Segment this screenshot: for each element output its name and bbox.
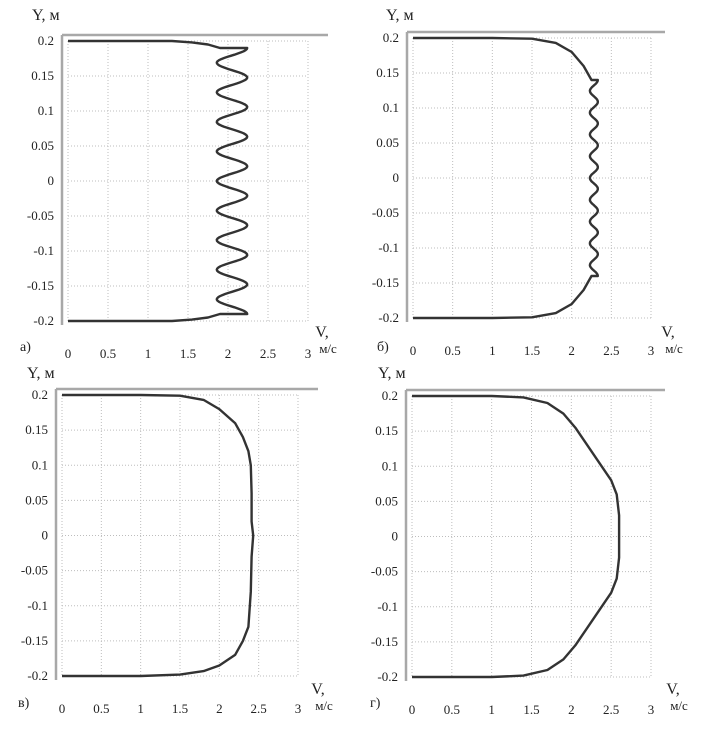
y-axis-label: Y, м <box>386 7 414 24</box>
x-tick-label: 3 <box>305 346 312 361</box>
velocity-profile-line <box>412 394 621 679</box>
x-tick-label: 2 <box>568 702 575 717</box>
y-tick-label: 0.05 <box>25 492 48 507</box>
y-tick-label: 0.2 <box>383 30 399 45</box>
y-tick-label: 0.15 <box>375 423 398 438</box>
x-tick-label: 1.5 <box>172 701 188 716</box>
x-axis-label: V, <box>311 681 325 698</box>
y-tick-label: -0.2 <box>377 669 398 684</box>
x-tick-label: 3 <box>648 343 655 358</box>
y-tick-label: 0.2 <box>32 387 48 402</box>
y-tick-label: 0 <box>48 173 55 188</box>
y-tick-label: -0.15 <box>372 275 399 290</box>
x-tick-label: 1 <box>145 346 152 361</box>
y-axis-label: Y, м <box>32 7 60 24</box>
chart-panel: 0.2 0.15 0.1 0.05 0 -0.05 -0.1 -0.15 -0.2 0 0.5 1 1.… <box>372 7 683 358</box>
chart-panel: 0.2 0.15 0.1 0.05 0 -0.05 -0.1 -0.15 -0.2 0 0.5 1 1.… <box>370 365 688 717</box>
y-tick-label: 0.05 <box>376 135 399 150</box>
y-tick-label: 0.1 <box>38 103 54 118</box>
x-tick-label: 1 <box>488 702 495 717</box>
panel-label: в) <box>18 696 30 711</box>
y-tick-label: 0 <box>393 170 400 185</box>
x-tick-label: 2 <box>568 343 575 358</box>
x-tick-label: 1.5 <box>524 343 540 358</box>
x-axis-unit: м/с <box>665 341 683 356</box>
x-tick-label: 2.5 <box>260 346 276 361</box>
x-tick-label: 1.5 <box>523 702 539 717</box>
x-tick-label: 0 <box>59 701 66 716</box>
panel-label: б) <box>377 340 389 355</box>
x-axis-label: V, <box>666 681 680 698</box>
x-axis-unit: м/с <box>315 698 333 713</box>
y-tick-label: -0.05 <box>27 208 54 223</box>
velocity-profile-line <box>413 36 599 320</box>
y-tick-label: 0.1 <box>32 457 48 472</box>
y-tick-label: -0.2 <box>27 668 48 683</box>
x-tick-label: 1.5 <box>180 346 196 361</box>
x-axis-label: V, <box>315 324 329 341</box>
y-tick-label: -0.15 <box>27 278 54 293</box>
x-tick-label: 0.5 <box>445 343 461 358</box>
y-tick-label: -0.05 <box>372 205 399 220</box>
y-tick-label: -0.05 <box>371 564 398 579</box>
x-tick-label: 0.5 <box>100 346 116 361</box>
y-tick-label: 0.2 <box>382 388 398 403</box>
chart-panel: 0.2 0.15 0.1 0.05 0 -0.05 -0.1 -0.15 -0.2 0 0.5 1 1.… <box>20 7 337 361</box>
velocity-profile-line <box>62 393 255 678</box>
x-tick-label: 1 <box>489 343 496 358</box>
x-tick-label: 0 <box>410 343 417 358</box>
y-tick-label: -0.1 <box>377 599 398 614</box>
y-tick-label: -0.15 <box>371 634 398 649</box>
x-tick-label: 2.5 <box>251 701 267 716</box>
y-axis-label: Y, м <box>27 365 55 382</box>
y-tick-label: -0.2 <box>378 310 399 325</box>
x-axis-label: V, <box>661 324 675 341</box>
y-tick-label: 0.1 <box>383 100 399 115</box>
y-axis-label: Y, м <box>378 365 406 382</box>
x-tick-label: 2 <box>216 701 223 716</box>
chart-panel: 0.2 0.15 0.1 0.05 0 -0.05 -0.1 -0.15 -0.2 0 0.5 1 1.… <box>18 365 333 716</box>
y-tick-label: -0.05 <box>21 563 48 578</box>
x-tick-label: 0 <box>65 346 72 361</box>
x-tick-label: 0 <box>409 702 416 717</box>
y-tick-label: -0.2 <box>33 313 54 328</box>
panel-label: г) <box>370 696 381 711</box>
x-axis-unit: м/с <box>319 341 337 356</box>
y-tick-label: 0.15 <box>25 422 48 437</box>
y-tick-label: -0.1 <box>378 240 399 255</box>
x-tick-label: 3 <box>648 702 655 717</box>
y-tick-label: 0.15 <box>376 65 399 80</box>
y-tick-label: 0.05 <box>31 138 54 153</box>
y-tick-label: -0.15 <box>21 633 48 648</box>
x-tick-label: 2.5 <box>603 702 619 717</box>
x-tick-label: 2.5 <box>603 343 619 358</box>
x-tick-label: 3 <box>295 701 302 716</box>
y-tick-label: 0 <box>42 528 49 543</box>
y-tick-label: 0.15 <box>31 68 54 83</box>
y-tick-label: -0.1 <box>27 598 48 613</box>
panel-label: а) <box>20 340 31 355</box>
velocity-profile-line <box>68 39 249 323</box>
x-tick-label: 2 <box>225 346 232 361</box>
x-tick-label: 0.5 <box>444 702 460 717</box>
x-tick-label: 0.5 <box>93 701 109 716</box>
x-axis-unit: м/с <box>670 698 688 713</box>
y-tick-label: 0.2 <box>38 33 54 48</box>
y-tick-label: 0 <box>392 529 399 544</box>
y-tick-label: 0.1 <box>382 458 398 473</box>
y-tick-label: 0.05 <box>375 493 398 508</box>
x-tick-label: 1 <box>137 701 144 716</box>
y-tick-label: -0.1 <box>33 243 54 258</box>
